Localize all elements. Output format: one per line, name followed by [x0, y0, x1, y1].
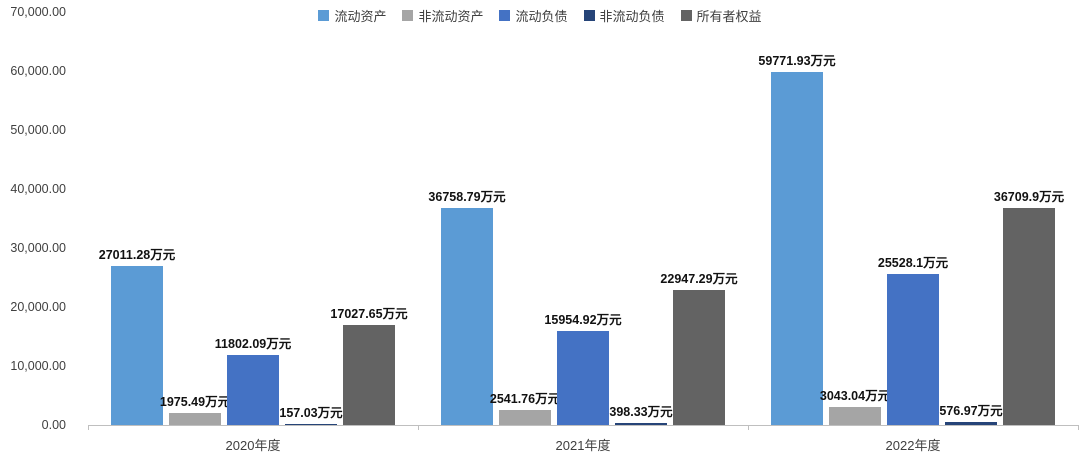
bar — [887, 274, 939, 425]
legend-swatch-icon — [583, 10, 595, 21]
bar-value-label: 36709.9万元 — [993, 190, 1065, 204]
bar-value-label: 576.97万元 — [939, 404, 1003, 418]
legend-label: 流动资产 — [334, 9, 387, 24]
x-axis-tick — [88, 425, 89, 430]
legend-label: 所有者权益 — [696, 9, 762, 24]
y-tick-label: 0.00 — [41, 418, 66, 432]
chart-legend: 流动资产 非流动资产 流动负债 非流动负债 所有者权益 — [0, 6, 1080, 25]
x-category-label: 2020年度 — [225, 438, 281, 453]
y-tick-label: 10,000.00 — [10, 359, 66, 373]
bar-value-label: 59771.93万元 — [758, 54, 836, 68]
y-tick-label: 40,000.00 — [10, 182, 66, 196]
legend-swatch-icon — [318, 10, 330, 21]
bar — [499, 410, 551, 425]
x-axis-line — [88, 425, 1078, 426]
y-tick-label: 20,000.00 — [10, 300, 66, 314]
bar-value-label: 25528.1万元 — [877, 256, 949, 270]
legend-label: 非流动资产 — [418, 9, 484, 24]
bar — [615, 423, 667, 425]
bar — [285, 424, 337, 425]
bar — [829, 407, 881, 425]
legend-swatch-icon — [499, 10, 511, 21]
y-tick-label: 50,000.00 — [10, 123, 66, 137]
bar — [945, 422, 997, 425]
y-tick-label: 30,000.00 — [10, 241, 66, 255]
bar-value-label: 1975.49万元 — [159, 395, 231, 409]
bar-value-label: 398.33万元 — [609, 405, 673, 419]
legend-item: 非流动负债 — [583, 6, 665, 25]
bar — [343, 325, 395, 425]
legend-swatch-icon — [680, 10, 692, 21]
bar-value-label: 3043.04万元 — [819, 389, 891, 403]
bar-value-label: 11802.09万元 — [214, 337, 292, 351]
legend-label: 流动负债 — [515, 9, 568, 24]
bar — [673, 290, 725, 425]
y-tick-label: 70,000.00 — [10, 5, 66, 19]
x-axis-tick — [418, 425, 419, 430]
bar-value-label: 17027.65万元 — [330, 307, 408, 321]
x-axis-tick — [748, 425, 749, 430]
bar — [771, 72, 823, 425]
bar-value-label: 157.03万元 — [279, 406, 343, 420]
bar-value-label: 15954.92万元 — [544, 313, 622, 327]
bar — [1003, 208, 1055, 425]
bar-value-label: 2541.76万元 — [489, 392, 561, 406]
bar-value-label: 22947.29万元 — [660, 272, 738, 286]
bar — [441, 208, 493, 425]
bar — [557, 331, 609, 425]
bar — [227, 355, 279, 425]
legend-item: 非流动资产 — [402, 6, 483, 25]
legend-item: 流动负债 — [499, 6, 568, 25]
legend-swatch-icon — [402, 10, 414, 21]
bar-value-label: 36758.79万元 — [428, 190, 506, 204]
x-category-label: 2021年度 — [555, 438, 611, 453]
x-category-label: 2022年度 — [885, 438, 941, 453]
bar — [111, 266, 163, 425]
legend-item: 所有者权益 — [680, 6, 762, 25]
bar — [169, 413, 221, 425]
bar-value-label: 27011.28万元 — [98, 248, 176, 262]
x-axis-tick — [1078, 425, 1079, 430]
legend-label: 非流动负债 — [599, 9, 665, 24]
legend-item: 流动资产 — [318, 6, 386, 25]
y-tick-label: 60,000.00 — [10, 64, 66, 78]
